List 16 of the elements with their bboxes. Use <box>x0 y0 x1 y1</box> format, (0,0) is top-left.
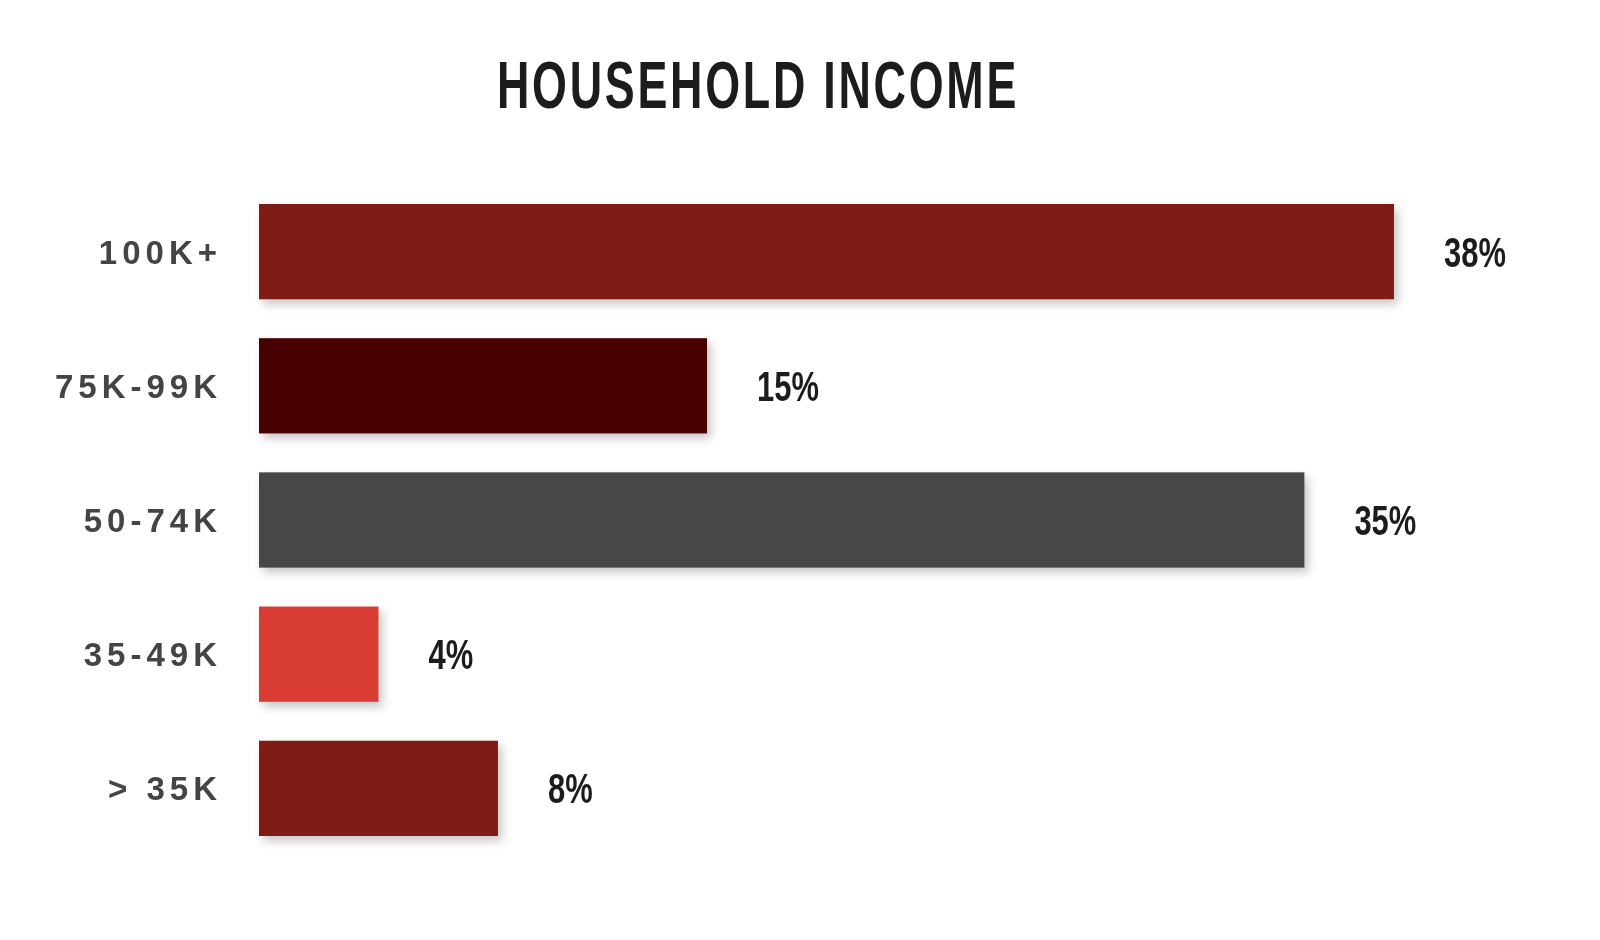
data-label: 15% <box>757 361 819 410</box>
data-label: 38% <box>1444 227 1506 276</box>
y-tick-label: 100K+ <box>98 233 222 271</box>
bar <box>259 740 498 836</box>
y-tick-label: 75K-99K <box>54 367 222 405</box>
y-tick-label: 35-49K <box>83 636 222 674</box>
data-label: 4% <box>428 630 474 679</box>
data-label: 35% <box>1354 495 1417 545</box>
bar <box>259 606 379 702</box>
data-label: 8% <box>547 764 593 813</box>
y-tick-label: 50-74K <box>83 502 222 539</box>
chart-title: HOUSEHOLD INCOME <box>496 48 1020 123</box>
bar <box>259 338 708 434</box>
bar <box>259 472 1305 568</box>
bar <box>259 204 1394 300</box>
y-tick-label: > 35K <box>108 770 222 808</box>
